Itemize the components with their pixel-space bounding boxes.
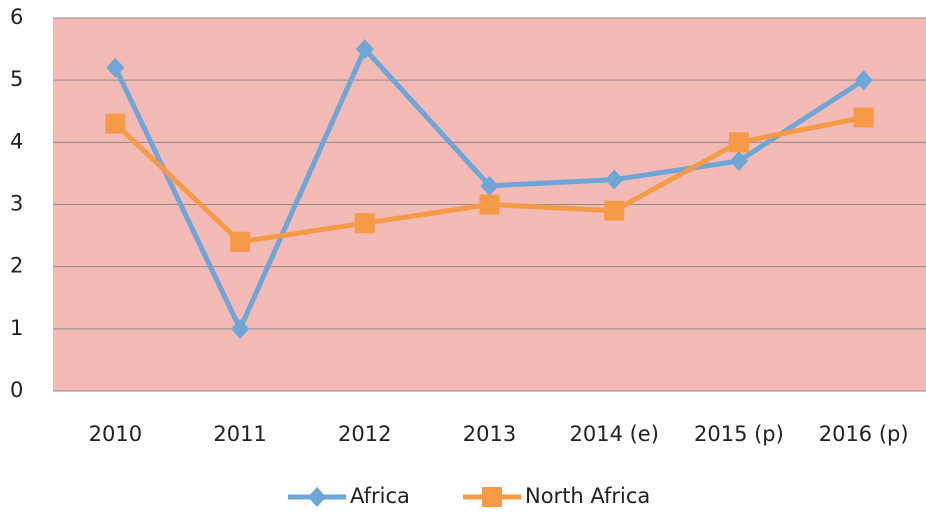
data-point bbox=[106, 57, 125, 78]
x-tick-label: 2011 bbox=[213, 422, 266, 446]
data-point bbox=[230, 231, 251, 252]
y-tick-label: 6 bbox=[10, 5, 23, 29]
data-point bbox=[479, 194, 500, 215]
data-point bbox=[853, 107, 874, 128]
x-tick-label: 2012 bbox=[338, 422, 391, 446]
legend-label: Africa bbox=[350, 484, 410, 508]
data-point bbox=[354, 213, 375, 234]
legend-marker bbox=[482, 487, 502, 507]
x-tick-label: 2014 (e) bbox=[569, 422, 658, 446]
data-point bbox=[605, 169, 624, 190]
data-point bbox=[854, 70, 873, 91]
y-tick-label: 5 bbox=[10, 67, 23, 91]
y-tick-label: 0 bbox=[10, 378, 23, 402]
y-tick-label: 1 bbox=[10, 316, 23, 340]
data-point bbox=[604, 200, 625, 221]
y-tick-label: 2 bbox=[10, 254, 23, 278]
data-point bbox=[105, 113, 126, 134]
data-point bbox=[231, 318, 250, 339]
y-tick-label: 4 bbox=[10, 129, 23, 153]
data-point bbox=[728, 132, 749, 153]
data-point bbox=[729, 150, 748, 171]
legend-label: North Africa bbox=[525, 484, 650, 508]
data-point bbox=[480, 175, 499, 196]
y-tick-label: 3 bbox=[10, 192, 23, 216]
data-point bbox=[355, 39, 374, 60]
legend-marker bbox=[308, 487, 326, 507]
x-tick-label: 2010 bbox=[89, 422, 142, 446]
x-tick-label: 2016 (p) bbox=[819, 422, 909, 446]
x-tick-label: 2015 (p) bbox=[694, 422, 784, 446]
x-tick-label: 2013 bbox=[463, 422, 516, 446]
